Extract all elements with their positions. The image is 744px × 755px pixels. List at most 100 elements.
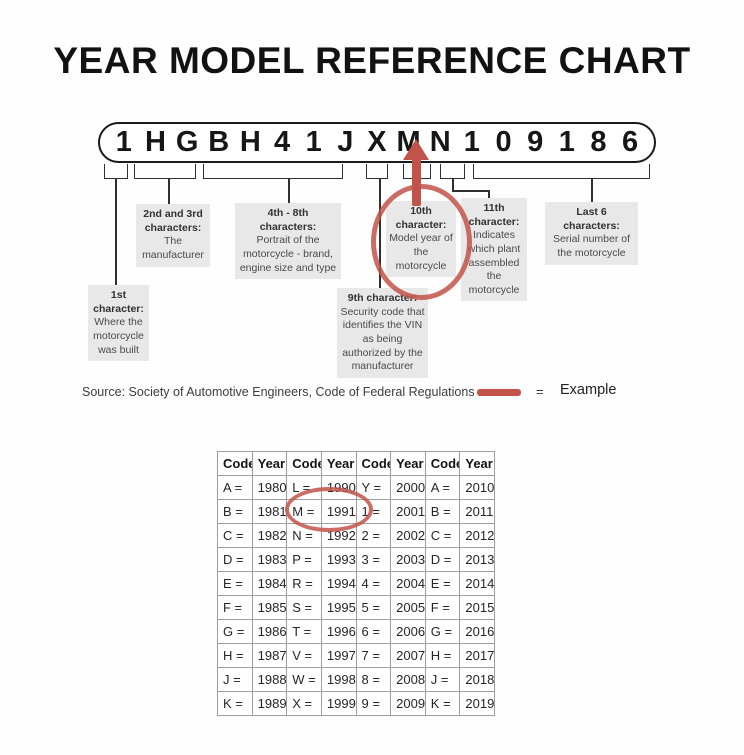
year-table-row: A = 1980 L = 1990 Y = 2000 A = 2010 <box>217 475 495 500</box>
example-circle-m-1991 <box>285 487 373 532</box>
year-table-cell: 2001 <box>390 499 426 524</box>
year-table-cell: 2 = <box>355 523 392 548</box>
year-table-header-cell: Code <box>355 451 392 476</box>
connector-1st <box>115 179 117 285</box>
callout-title: 1st character: <box>93 289 144 315</box>
year-table-cell: 2007 <box>390 643 426 668</box>
year-table-cell: A = <box>217 475 253 500</box>
year-table-cell: 2006 <box>390 619 426 644</box>
year-table-cell: 2009 <box>390 691 426 716</box>
bracket-11th-character <box>440 164 465 179</box>
callout-title: Last 6 characters: <box>563 206 620 232</box>
year-table-cell: 1999 <box>320 691 357 716</box>
vin-character: 8 <box>590 126 607 158</box>
year-table-cell: 2000 <box>390 475 426 500</box>
year-table-cell: F = <box>217 595 253 620</box>
year-table-cell: 3 = <box>355 547 392 572</box>
vin-character: 6 <box>622 126 639 158</box>
year-table-row: D = 1983 P = 1993 3 = 2003 D = 2013 <box>217 547 495 572</box>
year-table-row: H = 1987 V = 1997 7 = 2007 H = 2017 <box>217 643 495 668</box>
year-table-cell: W = <box>286 667 322 692</box>
year-table-cell: K = <box>217 691 253 716</box>
callout-body: Serial number of the motorcycle <box>552 233 631 259</box>
year-table-cell: J = <box>424 667 461 692</box>
year-table-cell: 2016 <box>459 619 495 644</box>
year-table-cell: X = <box>286 691 322 716</box>
year-table-cell: 1998 <box>320 667 357 692</box>
callout-title: 11th character: <box>468 202 520 228</box>
year-table-row: F = 1985 S = 1995 5 = 2005 F = 2015 <box>217 595 495 620</box>
year-table-header-cell: Year <box>390 451 426 476</box>
connector-11th-across <box>452 190 490 192</box>
vin-character: X <box>367 126 387 158</box>
year-table-cell: 7 = <box>355 643 392 668</box>
year-code-table: CodeYearCodeYearCodeYearCodeYear A =1980… <box>217 451 495 716</box>
bracket-9th-character <box>366 164 388 179</box>
year-table-cell: D = <box>217 547 253 572</box>
callout-9th-character: 9th character: Security code that identi… <box>337 288 428 378</box>
year-table-cell: 2017 <box>459 643 495 668</box>
year-table-cell: H = <box>424 643 461 668</box>
year-table-cell: B = <box>217 499 253 524</box>
year-table-cell: V = <box>286 643 322 668</box>
year-table-cell: B = <box>424 499 461 524</box>
year-table-cell: 2012 <box>459 523 495 548</box>
year-table-head: CodeYearCodeYearCodeYearCodeYear <box>217 451 495 476</box>
year-table-cell: G = <box>217 619 253 644</box>
callout-11th-character: 11th character: Indicates which plant as… <box>461 198 527 302</box>
connector-11th-down <box>452 179 454 192</box>
year-table-cell: 2011 <box>459 499 495 524</box>
year-table-cell: 5 = <box>355 595 392 620</box>
year-table-cell: 1995 <box>320 595 357 620</box>
year-table-cell: 2014 <box>459 571 495 596</box>
callout-last-6-characters: Last 6 characters: Serial number of the … <box>545 202 638 265</box>
callout-body: Where the motorcycle was built <box>93 316 144 356</box>
vin-character: G <box>175 126 199 158</box>
year-table-cell: G = <box>424 619 461 644</box>
year-table-cell: 2018 <box>459 667 495 692</box>
connector-4th-8th <box>288 179 290 203</box>
year-table-row: C = 1982 N = 1992 2 = 2002 C = 2012 <box>217 523 495 548</box>
vin-character: 0 <box>495 126 512 158</box>
year-table-cell: E = <box>217 571 253 596</box>
bracket-4th-8th-characters <box>203 164 343 179</box>
year-table-cell: C = <box>217 523 253 548</box>
year-table-cell: A = <box>424 475 461 500</box>
callout-body: Portrait of the motorcycle - brand, engi… <box>239 234 337 274</box>
year-table-cell: 1993 <box>320 547 357 572</box>
year-table-header-cell: Year <box>459 451 495 476</box>
year-table-row: J = 1988 W = 1998 8 = 2008 J = 2018 <box>217 667 495 692</box>
callout-body: Security code that identifies the VIN as… <box>340 305 425 373</box>
year-table-cell: S = <box>286 595 322 620</box>
year-table-cell: 1981 <box>251 499 288 524</box>
year-table-cell: C = <box>424 523 461 548</box>
year-table-cell: 2005 <box>390 595 426 620</box>
year-table-cell: F = <box>424 595 461 620</box>
year-table-cell: 1988 <box>251 667 288 692</box>
bracket-2nd-3rd-characters <box>134 164 196 179</box>
vin-character: 1 <box>463 126 480 158</box>
connector-2nd-3rd <box>168 179 170 204</box>
year-table-cell: K = <box>424 691 461 716</box>
year-table-header-cell: Year <box>251 451 288 476</box>
vin-character: 1 <box>115 126 132 158</box>
year-table-cell: P = <box>286 547 322 572</box>
year-table-cell: 2019 <box>459 691 495 716</box>
source-text: Source: Society of Automotive Engineers,… <box>82 385 475 399</box>
vin-character: H <box>239 126 261 158</box>
equals-sign: = <box>536 384 544 399</box>
year-table-cell: H = <box>217 643 253 668</box>
year-table-cell: 2013 <box>459 547 495 572</box>
year-table-cell: 1996 <box>320 619 357 644</box>
red-arrow-stem <box>412 158 421 206</box>
year-table-cell: 6 = <box>355 619 392 644</box>
year-table-cell: 1987 <box>251 643 288 668</box>
year-table-header-cell: Year <box>320 451 357 476</box>
callout-title: 4th - 8th characters: <box>259 207 317 233</box>
connector-11th-into-box <box>488 190 490 199</box>
year-table-cell: 1983 <box>251 547 288 572</box>
year-table-cell: T = <box>286 619 322 644</box>
year-table-cell: 1989 <box>251 691 288 716</box>
example-line-swatch <box>477 389 521 396</box>
bracket-1st-character <box>104 164 128 179</box>
